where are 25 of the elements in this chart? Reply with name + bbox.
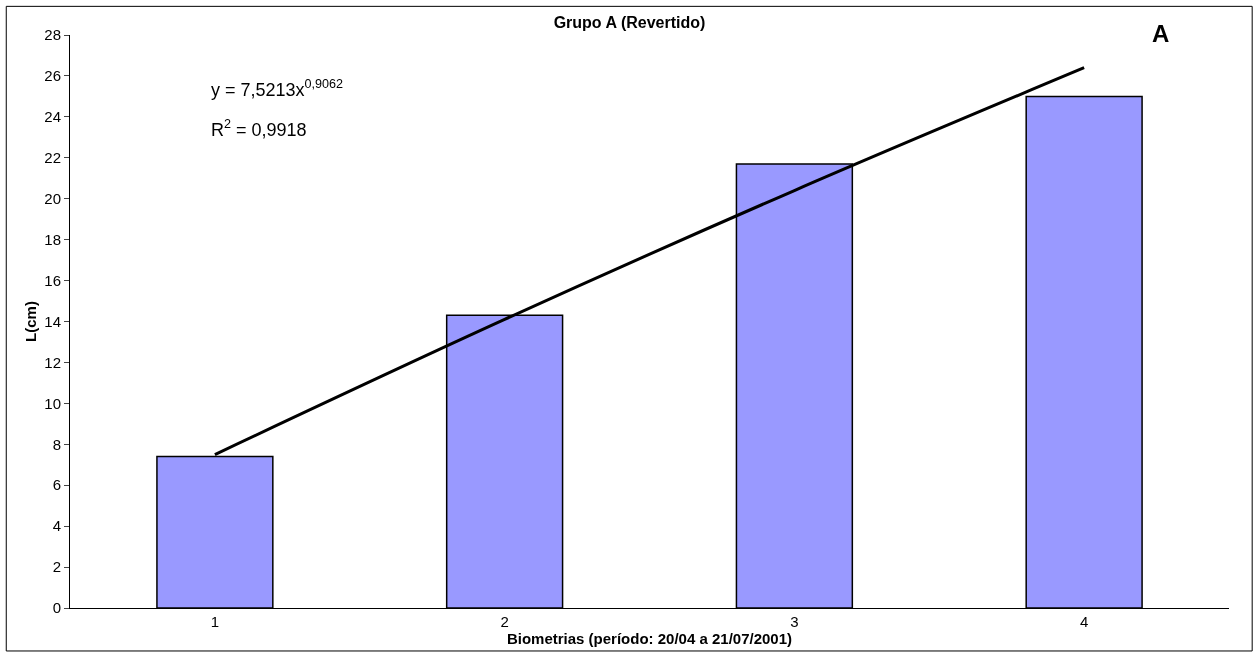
y-tick-label: 6: [52, 476, 61, 494]
y-tick-label: 20: [44, 189, 61, 207]
annotation: A: [1152, 20, 1170, 47]
x-tick-label: 1: [210, 613, 220, 630]
y-tick-label: 18: [44, 230, 61, 248]
x-tick-label: 3: [790, 613, 799, 630]
y-tick-label: 14: [44, 312, 61, 330]
x-tick-label: 4: [1079, 613, 1089, 630]
x-tick-label: 2: [500, 613, 509, 630]
y-tick-label: 26: [44, 67, 61, 85]
y-tick-label: 10: [44, 394, 61, 412]
x-axis-title: Biometrias (período: 20/04 a 21/07/2001): [506, 630, 793, 647]
chart-title: Grupo A (Revertido): [553, 13, 706, 31]
y-tick-label: 16: [44, 271, 61, 289]
y-tick-label: 28: [44, 26, 61, 44]
y-tick-label: 24: [44, 108, 61, 126]
y-tick-label: 22: [44, 149, 61, 167]
y-tick-label: 2: [52, 558, 61, 576]
y-axis-title: L(cm): [21, 301, 39, 342]
y-tick-label: 0: [52, 599, 61, 617]
y-tick-label: 12: [44, 353, 61, 371]
annotation: R$^{2}$ = 0,9918: [211, 117, 307, 140]
annotation: y = 7,5213x$^{0,9062}$: [211, 77, 344, 100]
y-tick-label: 8: [52, 435, 61, 453]
y-tick-label: 4: [52, 517, 61, 535]
